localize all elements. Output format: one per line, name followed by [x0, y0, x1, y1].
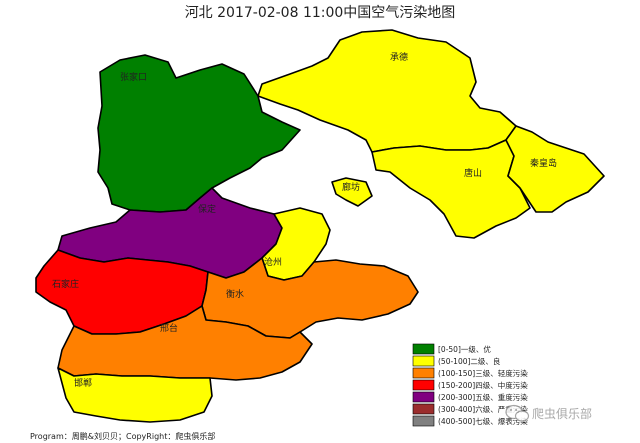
city-label-tangshan: 唐山 [464, 167, 482, 179]
region-zhangjiakou [97, 54, 301, 213]
legend-swatch [412, 379, 435, 391]
legend-label: (150-200]四级、中度污染 [438, 380, 528, 390]
legend-swatch [412, 367, 435, 379]
city-label-chengde: 承德 [390, 51, 408, 63]
map-title: 河北 2017-02-08 11:00中国空气污染地图 [185, 5, 456, 21]
city-label-handan: 邯郸 [74, 377, 92, 389]
region-handan [57, 367, 213, 423]
city-label-shijiazhuang: 石家庄 [52, 278, 79, 290]
legend-item: (300-400]六级、严重污染 [412, 403, 528, 415]
city-label-hengshui: 衡水 [226, 288, 244, 300]
watermark-text: 爬虫俱乐部 [532, 406, 592, 421]
legend-item: (200-300]五级、重度污染 [412, 391, 528, 403]
region-tangshan [371, 139, 531, 239]
city-label-cangzhou: 沧州 [264, 256, 282, 268]
city-label-qinhuangdao: 秦皇岛 [530, 157, 557, 169]
region-langfang [331, 177, 373, 207]
legend-item: (50-100]二级、良 [412, 355, 501, 367]
region-qinhuangdao [505, 125, 605, 213]
legend-swatch [412, 403, 435, 415]
legend: [0-50]一级、优 (50-100]二级、良 (100-150]三级、轻度污染… [412, 343, 528, 427]
wechat-icon [505, 404, 530, 422]
legend-swatch [412, 415, 435, 427]
legend-label: (300-400]六级、严重污染 [438, 404, 528, 414]
legend-label: (100-150]三级、轻度污染 [438, 368, 528, 378]
legend-label: [0-50]一级、优 [438, 344, 491, 354]
legend-swatch [412, 391, 435, 403]
legend-label: (50-100]二级、良 [438, 356, 501, 366]
legend-swatch [412, 355, 435, 367]
footer-credits: Program：周鹏&刘贝贝；CopyRight：爬虫俱乐部 [30, 431, 215, 441]
legend-label: (200-300]五级、重度污染 [438, 392, 528, 402]
city-label-xingtai: 邢台 [160, 322, 178, 334]
watermark: 爬虫俱乐部 [505, 404, 592, 422]
city-label-baoding: 保定 [198, 203, 216, 215]
legend-item: (400-500]七级、爆表污染 [412, 415, 528, 427]
city-label-zhangjiakou: 张家口 [120, 71, 147, 83]
legend-item: (100-150]三级、轻度污染 [412, 367, 528, 379]
legend-label: (400-500]七级、爆表污染 [438, 416, 528, 426]
legend-item: [0-50]一级、优 [412, 343, 491, 355]
legend-swatch [412, 343, 435, 355]
city-label-langfang: 廊坊 [342, 181, 360, 193]
legend-item: (150-200]四级、中度污染 [412, 379, 528, 391]
